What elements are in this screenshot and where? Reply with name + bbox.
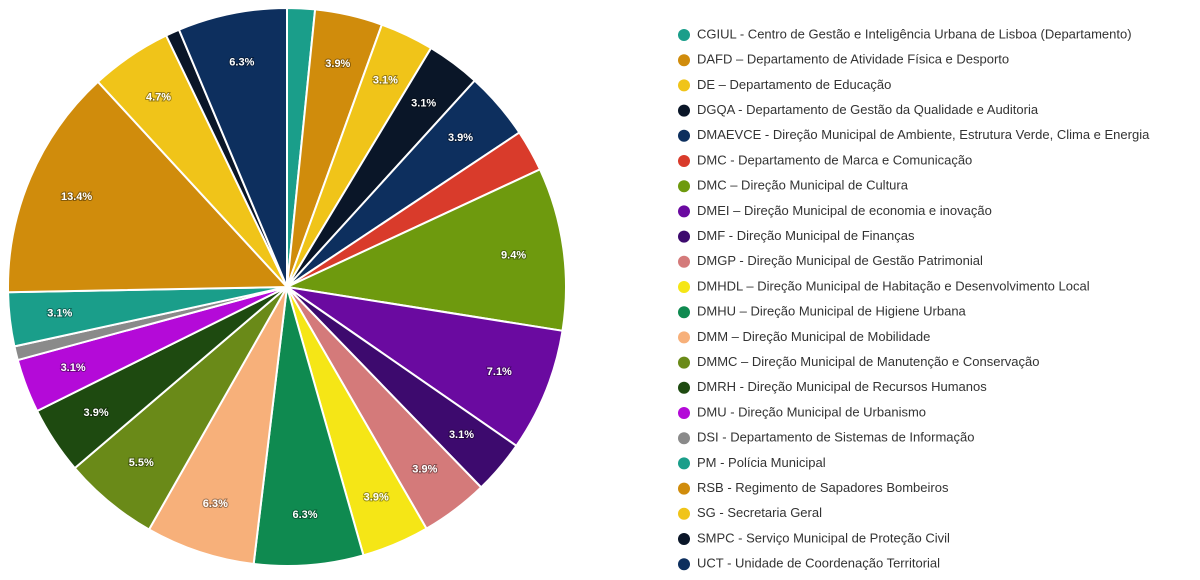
legend-text: DMC - Departamento de Marca e Comunicaçã… [697,152,972,167]
slice-label: 3.1% [61,362,86,374]
legend-text: CGIUL - Centro de Gestão e Inteligência … [697,26,1132,41]
legend-marker [678,230,690,243]
legend-marker [678,104,690,117]
legend-marker [678,155,690,167]
legend-text: DMHDL – Direção Municipal de Habitação e… [697,278,1090,293]
legend-marker [678,457,690,470]
legend-marker [678,129,690,142]
legend-marker [678,432,690,445]
legend-marker [678,205,690,218]
slice-label: 13.4% [61,191,92,203]
legend-text: DE – Departamento de Educação [697,77,891,92]
slice-label: 3.9% [364,492,389,504]
legend-text: DMMC – Direção Municipal de Manutenção e… [697,354,1040,369]
slice-label: 7.1% [487,366,512,378]
legend-marker [678,255,690,268]
slice-label: 3.1% [411,97,436,109]
legend-text: UCT - Unidade de Coordenação Territorial [697,556,940,571]
legend-marker [678,407,690,419]
legend-marker [678,356,690,369]
legend-marker [678,533,690,545]
legend-text: DMAEVCE - Direção Municipal de Ambiente,… [697,127,1150,142]
slice-label: 6.3% [203,498,228,510]
legend-text: DMF - Direção Municipal de Finanças [697,228,915,243]
legend-marker [678,29,690,41]
slice-label: 5.5% [129,457,154,469]
pie-slice [177,6,288,288]
legend-text: DMM – Direção Municipal de Mobilidade [697,329,930,344]
legend-marker [678,180,690,193]
slice-label: 3.1% [373,74,398,86]
legend-text: DGQA - Departamento de Gestão da Qualida… [697,102,1039,117]
legend-marker [678,54,690,67]
legend-text: DMU - Direção Municipal de Urbanismo [697,404,926,419]
legend-marker [678,482,690,495]
legend-marker [678,558,690,571]
legend-marker [678,306,690,319]
legend-text: DMHU – Direção Municipal de Higiene Urba… [697,304,967,319]
slice-label: 3.1% [449,429,474,441]
legend-text: DMC – Direção Municipal de Cultura [697,178,909,193]
legend-text: DMGP - Direção Municipal de Gestão Patri… [697,253,983,268]
legend-text: SG - Secretaria Geral [697,505,822,520]
slice-label: 3.9% [84,407,109,419]
legend-text: DSI - Departamento de Sistemas de Inform… [697,430,974,445]
pie-slice [283,168,567,332]
slice-label: 9.4% [501,249,526,261]
legend-marker [678,507,690,520]
slice-label: 3.9% [412,464,437,476]
pie-slice [7,80,290,294]
legend-text: PM - Polícia Municipal [697,455,826,470]
pie-slice [286,286,564,448]
slice-label: 3.1% [47,308,72,320]
legend-text: DAFD – Departamento de Atividade Física … [697,52,1009,67]
legend-marker [678,331,690,344]
slice-label: 4.7% [146,92,171,104]
slice-label: 6.3% [292,509,317,521]
slice-label: 6.3% [229,57,254,69]
legend-marker [678,79,690,92]
slice-label: 3.9% [448,132,473,144]
legend-text: DMRH - Direção Municipal de Recursos Hum… [697,379,987,394]
legend-text: RSB - Regimento de Sapadores Bombeiros [697,480,949,495]
legend-marker [678,381,690,394]
legend-marker [678,281,690,293]
slice-label: 3.9% [325,58,350,70]
legend-text: DMEI – Direção Municipal de economia e i… [697,203,992,218]
legend-text: SMPC - Serviço Municipal de Proteção Civ… [697,530,950,545]
